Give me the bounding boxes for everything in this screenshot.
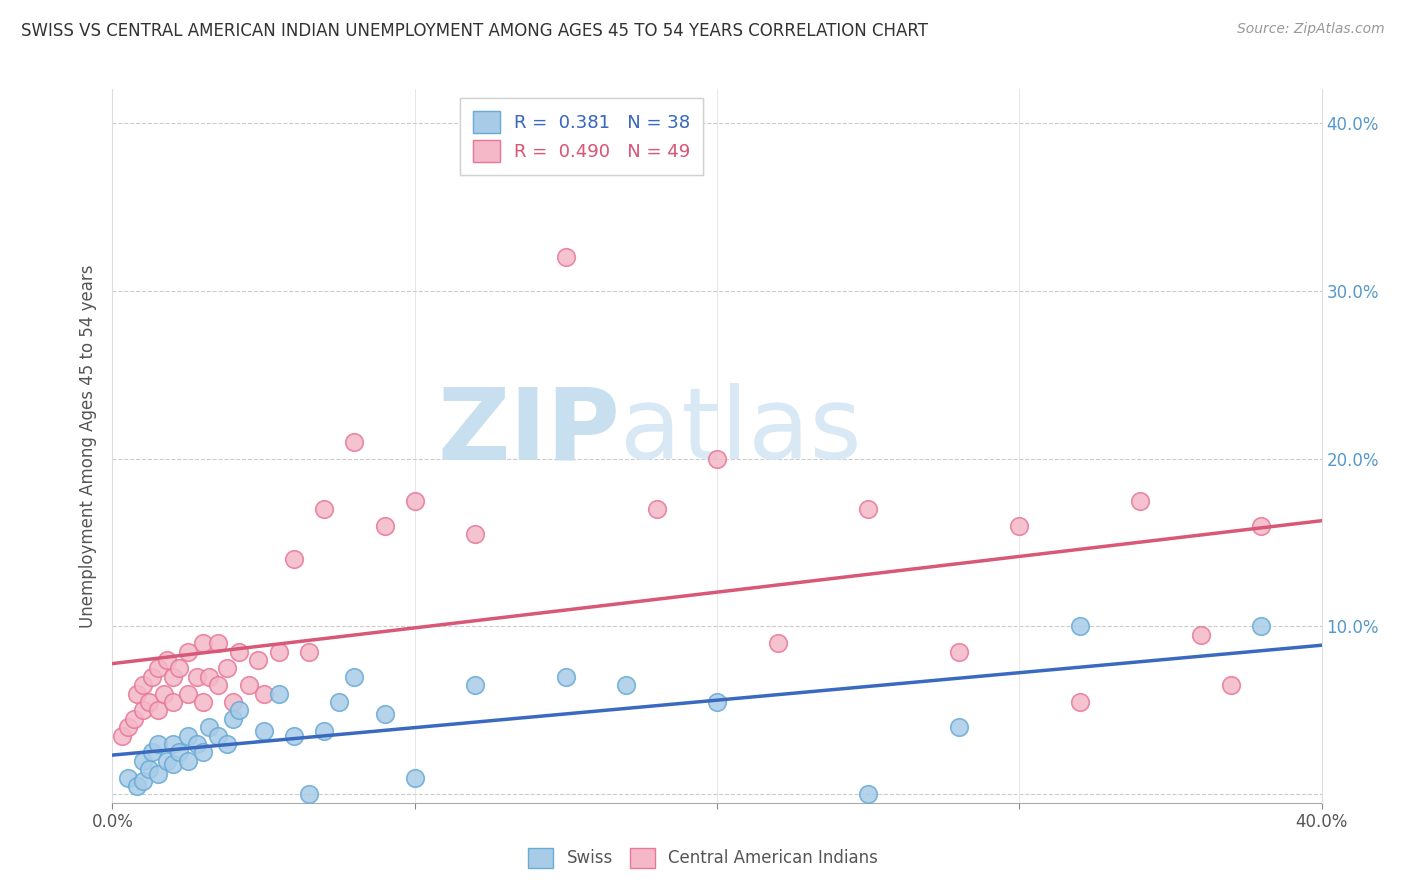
Point (146, 737, 169, 751)
Point (222, 712, 245, 726)
Point (267, 645, 290, 659)
Point (464, 678, 486, 692)
Point (141, 670, 163, 684)
Point (132, 754, 155, 768)
Point (343, 670, 366, 684)
Point (167, 661, 190, 675)
Point (125, 687, 148, 701)
Point (207, 636, 229, 650)
Point (177, 687, 200, 701)
Point (132, 774, 155, 789)
Point (554, 670, 576, 684)
Point (217, 737, 239, 751)
Point (167, 746, 190, 760)
Point (343, 434, 366, 449)
Point (138, 695, 160, 709)
Point (314, 723, 336, 738)
Legend: Swiss, Central American Indians: Swiss, Central American Indians (522, 841, 884, 875)
Point (298, 788, 321, 802)
Point (110, 729, 132, 743)
Point (464, 527, 486, 541)
Point (138, 762, 160, 776)
Point (238, 678, 260, 692)
Point (1069, 695, 1091, 709)
Point (1250, 518, 1272, 533)
Point (146, 703, 169, 717)
Point (314, 502, 336, 516)
Point (404, 493, 426, 508)
Point (948, 720, 970, 734)
Point (162, 737, 184, 751)
Point (228, 645, 250, 659)
Point (706, 451, 728, 466)
Point (146, 661, 169, 675)
Point (948, 645, 970, 659)
Point (186, 737, 208, 751)
Point (404, 771, 426, 785)
Point (132, 703, 155, 717)
Point (117, 771, 139, 785)
Point (246, 653, 269, 667)
Point (177, 754, 200, 768)
Point (298, 645, 321, 659)
Point (1129, 493, 1152, 508)
Text: atlas: atlas (620, 384, 862, 480)
Point (186, 670, 208, 684)
Point (177, 645, 200, 659)
Point (1069, 619, 1091, 633)
Point (1189, 628, 1212, 642)
Point (253, 687, 276, 701)
Point (177, 729, 200, 743)
Point (645, 502, 668, 516)
Point (162, 695, 184, 709)
Point (122, 712, 145, 726)
Point (267, 687, 290, 701)
Point (156, 653, 179, 667)
Y-axis label: Unemployment Among Ages 45 to 54 years: Unemployment Among Ages 45 to 54 years (79, 264, 97, 628)
Point (207, 678, 229, 692)
Point (125, 779, 148, 793)
Point (1008, 518, 1031, 533)
Point (856, 788, 880, 802)
Point (856, 502, 880, 516)
Point (1250, 619, 1272, 633)
Point (706, 695, 728, 709)
Text: SWISS VS CENTRAL AMERICAN INDIAN UNEMPLOYMENT AMONG AGES 45 TO 54 YEARS CORRELAT: SWISS VS CENTRAL AMERICAN INDIAN UNEMPLO… (21, 22, 928, 40)
Point (1220, 678, 1243, 692)
Point (132, 678, 155, 692)
Point (253, 723, 276, 738)
Point (146, 767, 169, 781)
Point (207, 729, 229, 743)
Point (616, 678, 638, 692)
Point (283, 729, 305, 743)
Point (162, 757, 184, 772)
Point (328, 695, 350, 709)
Text: ZIP: ZIP (437, 384, 620, 480)
Point (191, 695, 214, 709)
Point (374, 518, 396, 533)
Point (222, 695, 245, 709)
Point (162, 670, 184, 684)
Point (117, 720, 139, 734)
Point (766, 636, 789, 650)
Legend: R =  0.381   N = 38, R =  0.490   N = 49: R = 0.381 N = 38, R = 0.490 N = 49 (460, 98, 703, 175)
Point (141, 746, 163, 760)
Point (153, 687, 176, 701)
Point (191, 746, 214, 760)
Point (191, 636, 214, 650)
Text: Source: ZipAtlas.com: Source: ZipAtlas.com (1237, 22, 1385, 37)
Point (198, 670, 221, 684)
Point (228, 703, 250, 717)
Point (554, 250, 576, 264)
Point (283, 552, 305, 566)
Point (217, 661, 239, 675)
Point (374, 706, 396, 721)
Point (156, 754, 179, 768)
Point (198, 720, 221, 734)
